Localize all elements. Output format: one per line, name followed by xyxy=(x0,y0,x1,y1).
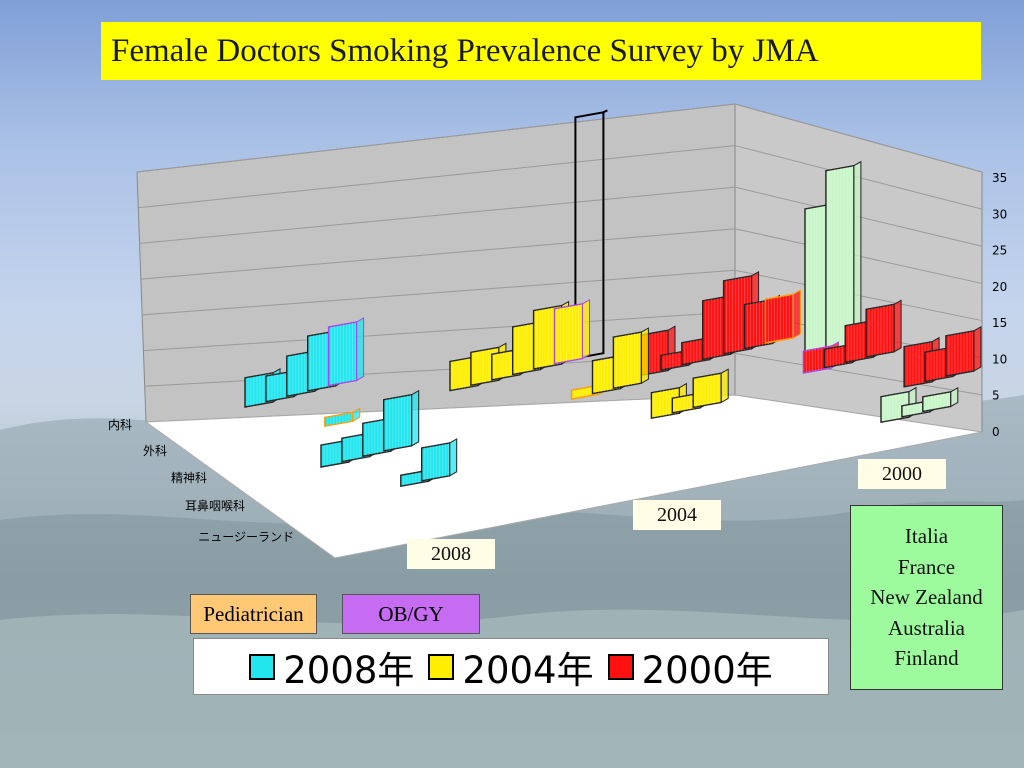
z-tick-label: 35 xyxy=(992,171,1007,185)
z-tick-label: 25 xyxy=(992,244,1007,258)
country-4: Finland xyxy=(894,646,959,671)
gridline xyxy=(136,103,983,173)
legend-swatch-2008 xyxy=(249,653,276,680)
bar-2008-3-3 xyxy=(421,438,458,482)
bars xyxy=(244,109,982,488)
bar-countries-2-14-side xyxy=(950,386,959,408)
bar-2008-3-3-side xyxy=(449,438,458,477)
row-labels: 内科 外科 精神科 耳鼻咽喉科 ニュージーランド xyxy=(108,418,294,544)
z-tick-label: 30 xyxy=(992,207,1007,221)
year-label-2008: 2008 xyxy=(407,539,495,569)
bar-2004-1-6-side xyxy=(640,327,649,385)
row-label-4: ニュージーランド xyxy=(198,530,294,544)
z-axis-ticks: 0 5 10 15 20 25 30 35 xyxy=(992,171,1007,439)
bar-2008-2-3-side xyxy=(411,389,420,447)
bar-2004-outlier xyxy=(574,109,608,360)
legend-item-2000: 2000年 xyxy=(607,640,773,694)
bar-2008-0-4 xyxy=(327,317,365,387)
country-0: Italia xyxy=(904,524,949,549)
legend-item-2008: 2008年 xyxy=(249,640,414,694)
obgy-tag: OB/GY xyxy=(342,594,480,634)
row-label-1: 外科 xyxy=(143,444,167,458)
row-label-0: 内科 xyxy=(108,418,132,432)
bar-countries-2-14 xyxy=(922,386,959,413)
slide-title: Female Doctors Smoking Prevalence Survey… xyxy=(101,22,981,80)
gridline xyxy=(140,228,983,284)
bar-2004-1-6 xyxy=(612,327,649,390)
legend-item-2004: 2004年 xyxy=(428,640,594,694)
bar-2000-2-11 xyxy=(945,325,982,377)
gridline xyxy=(139,186,983,247)
bar-2000-2-11-side xyxy=(973,325,982,372)
year-label-2000: 2000 xyxy=(858,459,946,489)
bar-2004-2-8-side xyxy=(720,368,729,404)
bar-2008-1-2 xyxy=(324,407,361,428)
legend-label-2008: 2008年 xyxy=(283,648,415,692)
z-tick-label: 5 xyxy=(992,389,1000,403)
legend-swatch-2004 xyxy=(428,653,455,680)
bar-2000-1-9 xyxy=(865,299,902,358)
row-label-3: 耳鼻咽喉科 xyxy=(185,498,245,513)
z-tick-label: 10 xyxy=(992,352,1007,366)
z-tick-label: 0 xyxy=(992,425,1000,439)
bar-countries-0-13 xyxy=(825,160,862,358)
z-tick-label: 15 xyxy=(992,316,1007,330)
country-3: Australia xyxy=(888,615,965,640)
legend-swatch-2000 xyxy=(607,653,634,680)
bar-2004-2-8 xyxy=(692,368,729,409)
gridline xyxy=(138,145,983,210)
bar-2004-0-5-side xyxy=(582,298,590,360)
bar-2008-0-4-side xyxy=(356,317,365,382)
legend-label-2004: 2004年 xyxy=(462,648,594,692)
bar-2000-0-6 xyxy=(764,289,801,344)
bar-2000-1-9-side xyxy=(893,299,902,353)
year-label-2004: 2004 xyxy=(633,500,721,530)
bar-2008-2-3 xyxy=(383,389,420,452)
country-list: Italia France New Zealand Australia Finl… xyxy=(850,505,1003,690)
legend-label-2000: 2000年 xyxy=(641,648,773,692)
row-label-2: 精神科 xyxy=(171,471,207,485)
bar-2008-1-2-side xyxy=(352,407,361,423)
country-2: New Zealand xyxy=(870,585,983,610)
bar-2000-0-6-side xyxy=(792,289,801,339)
z-tick-label: 20 xyxy=(992,280,1007,294)
bar-2004-0-5 xyxy=(553,298,590,365)
pediatrician-tag: Pediatrician xyxy=(190,594,317,634)
country-1: France xyxy=(897,554,956,579)
chart-legend: 2008年 2004年 2000年 xyxy=(193,638,829,695)
